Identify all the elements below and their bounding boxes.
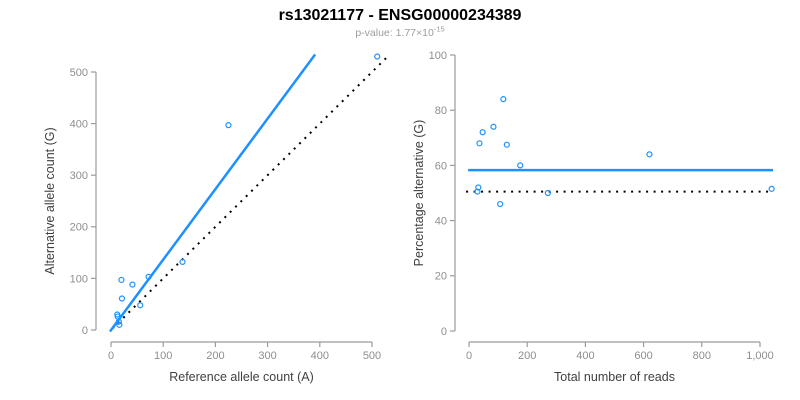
data-point [475,184,482,191]
y-tick-label: 100 [429,50,447,62]
data-point [497,200,504,208]
pvalue-text: p-value: 1.77×10 [355,27,434,40]
y-axis-title: Alternative allele count (G) [43,127,57,274]
data-point [500,96,507,103]
y-tick-label: 80 [435,105,447,117]
x-tick-label: 800 [693,350,711,362]
identity-line [111,57,387,330]
allele-count-scatter: 0 100 200 300 400 500 0 100 200 300 400 500 Referenc… [43,53,387,384]
x-tick-label: 400 [576,350,594,362]
data-point [145,273,152,280]
x-tick-label: 100 [154,350,172,362]
percentage-scatter: 0 20 40 60 80 100 0 200 400 600 800 1,000 Total numb… [412,50,775,384]
data-point [179,258,186,265]
x-tick-label: 200 [518,350,536,362]
y-tick-label: 500 [70,67,88,79]
x-axis-title: Reference allele count (A) [169,370,314,384]
x-tick-label: 400 [311,350,329,362]
x-tick-label: 1,000 [746,350,774,362]
x-tick-label: 200 [206,350,224,362]
data-point [116,321,123,328]
y-tick-label: 60 [435,160,447,172]
y-tick-label: 0 [441,326,447,338]
data-point [118,295,126,302]
x-axis-title: Total number of reads [554,370,675,384]
data-point [129,281,136,288]
data-point [517,162,524,169]
y-tick-label: 300 [70,170,88,182]
data-point [490,123,497,130]
data-point [646,151,653,158]
data-point [476,140,483,147]
y-tick-label: 400 [70,118,88,130]
x-tick-label: 300 [258,350,276,362]
data-point [503,141,510,148]
y-tick-label: 100 [70,273,88,285]
y-tick-label: 20 [435,271,447,283]
data-point [137,302,144,309]
y-tick-label: 0 [82,325,88,337]
pvalue-exponent: -15 [433,24,445,34]
data-point [479,129,486,136]
y-axis-title: Percentage alternative (G) [412,120,426,267]
data-point [544,189,551,197]
x-tick-label: 0 [108,350,114,362]
data-point [225,122,232,129]
regression-line [108,53,317,333]
data-point [768,185,775,192]
x-tick-label: 600 [634,350,652,362]
y-tick-label: 40 [435,215,447,227]
data-point [115,318,122,325]
data-point [374,53,381,60]
figure-header: rs13021177 - ENSG00000234389 p-value: 1.… [0,7,800,39]
x-tick-label: 500 [363,350,381,362]
data-point [474,188,481,195]
pvalue-subtitle: p-value: 1.77×10-15 [0,24,800,40]
figure-title: rs13021177 - ENSG00000234389 [278,7,522,24]
x-tick-label: 0 [466,350,472,362]
data-point [118,276,125,284]
y-tick-label: 200 [70,222,88,234]
